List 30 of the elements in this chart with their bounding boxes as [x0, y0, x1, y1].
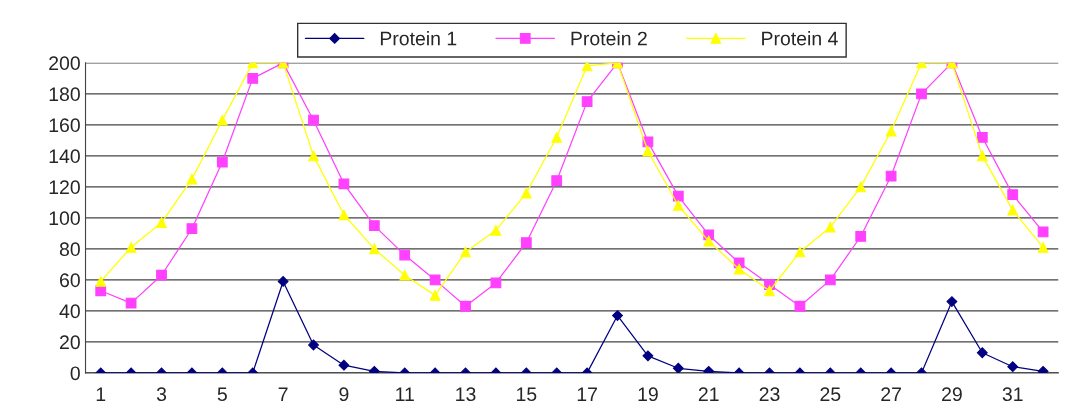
x-tick-label: 29: [942, 387, 962, 402]
x-tick-label: 23: [759, 387, 780, 402]
x-tick-label: 11: [396, 387, 414, 401]
x-tick-label: 3: [156, 387, 167, 402]
y-tick-label: 180: [49, 87, 80, 102]
x-tick-label: 13: [456, 387, 476, 402]
y-tick-label: 40: [59, 304, 80, 319]
y-tick-label: 200: [49, 56, 80, 71]
x-tick-label: 5: [217, 387, 227, 402]
legend-label: Protein 4: [762, 31, 838, 46]
x-tick-label: 7: [278, 387, 288, 401]
y-tick-label: 100: [49, 211, 80, 226]
x-tick-label: 31: [1002, 387, 1023, 402]
y-tick-label: 140: [49, 149, 80, 164]
x-tick-label: 21: [698, 387, 719, 401]
x-tick-label: 17: [577, 387, 597, 401]
y-tick-label: 80: [59, 242, 80, 257]
x-tick-label: 25: [820, 387, 841, 402]
y-tick-label: 120: [49, 180, 80, 195]
legend-label: Protein 1: [380, 31, 457, 46]
x-tick-label: 9: [339, 387, 349, 402]
y-tick-label: 60: [60, 273, 80, 288]
x-tick-label: 15: [516, 387, 537, 402]
legend-label: Protein 2: [571, 31, 647, 46]
x-tick-label: 19: [638, 387, 658, 402]
y-tick-label: 160: [49, 118, 80, 133]
x-tick-label: 1: [96, 387, 106, 401]
y-tick-label: 20: [60, 335, 80, 350]
x-tick-label: 27: [881, 387, 901, 401]
y-tick-label: 0: [70, 366, 80, 381]
